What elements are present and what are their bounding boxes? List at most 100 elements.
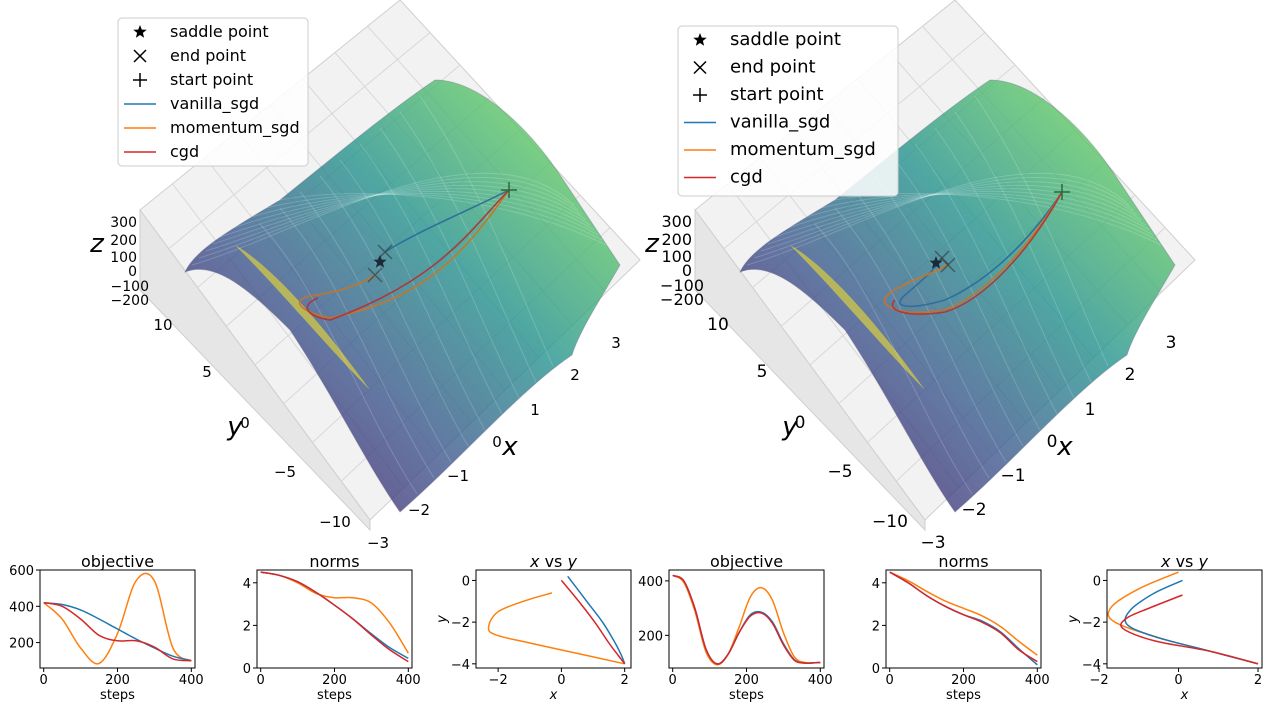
- series-group: [260, 571, 409, 663]
- chart-title: x vs y: [1160, 552, 1208, 571]
- surface-mesh-line: [198, 177, 579, 259]
- end-point-marker: [940, 257, 956, 273]
- series-line-vanilla_sgd: [43, 601, 192, 662]
- legend: saddle point end point start point vanilla_…: [677, 25, 899, 197]
- trajectory-shadow: [306, 189, 510, 321]
- chart-panel-5: 0 200 400 0 2 4 norms steps: [872, 552, 1050, 703]
- x-tick-label: −2: [961, 500, 986, 520]
- x-tick-label: 0: [257, 673, 265, 688]
- x-tick-label: 2: [621, 673, 629, 688]
- surface-mesh-line: [339, 159, 486, 431]
- x-tick-label: −2: [489, 673, 508, 688]
- x-mark-icon: [133, 49, 147, 63]
- trajectory-cgd: [891, 191, 1063, 315]
- trajectory-shadow: [884, 191, 1063, 314]
- y-tick-label: −2: [1082, 616, 1101, 631]
- title-part: y: [1193, 552, 1208, 571]
- x-tick-label: 0: [1174, 673, 1182, 688]
- chart-title: objective: [81, 552, 154, 571]
- chart-panel-4: 0 200 400 200 400 objective steps: [638, 552, 833, 703]
- z-tick-label: 200: [661, 230, 692, 249]
- y-tick-label: 0: [795, 413, 806, 433]
- saddle-point-marker: [373, 255, 387, 268]
- legend-label: saddle point: [730, 29, 841, 50]
- trajectory-vanilla_sgd: [899, 191, 1063, 308]
- y-tick-label: −2: [451, 616, 470, 631]
- y-tick-label: −4: [451, 658, 470, 673]
- y-axis-label: y: [781, 412, 798, 442]
- start-point-marker: [1054, 184, 1070, 200]
- surface-plots: 3210−1−2−31050−5−103002001000−100−200xyz…: [89, 0, 1196, 553]
- x-tick-label: 200: [734, 673, 759, 688]
- legend: saddle point end point start point vanilla_…: [117, 17, 309, 167]
- z-tick-label: 100: [110, 250, 137, 266]
- legend-label: momentum_sgd: [730, 139, 876, 160]
- trajectory-shadow: [299, 189, 510, 319]
- y-tick-label: 5: [757, 362, 768, 382]
- y-tick-label: 2: [243, 619, 251, 634]
- surface-mesh-line: [774, 188, 1146, 238]
- x-axis-label: x: [1056, 432, 1073, 462]
- axes-side-pane: [139, 208, 371, 532]
- series-group: [487, 575, 626, 665]
- x-tick-label: 400: [179, 673, 204, 688]
- z-tick-label: 300: [110, 215, 137, 231]
- y-axis-label: y: [435, 615, 450, 624]
- surface-mesh-line: [259, 223, 418, 495]
- surface-mesh-line: [205, 181, 583, 252]
- surface-mesh-line: [814, 223, 973, 495]
- surface-mesh-line: [359, 143, 503, 415]
- trajectory-cgd: [306, 189, 510, 321]
- y-tick-label: 4: [872, 577, 880, 592]
- legend-label: end point: [170, 46, 246, 65]
- series-line-cgd: [260, 571, 409, 663]
- x-tick-label: 400: [808, 673, 833, 688]
- surface-mesh-line: [240, 193, 603, 241]
- chart-panel-2: 0 200 400 0 2 4 norms steps: [243, 552, 421, 703]
- legend-label: vanilla_sgd: [730, 112, 830, 133]
- saddle-surface: [184, 79, 621, 513]
- x-tick-label: 200: [322, 673, 347, 688]
- chart-title: objective: [710, 552, 783, 571]
- series-line-cgd: [889, 571, 1038, 663]
- y-tick-label: 400: [9, 600, 34, 615]
- y-axis-label: y: [226, 412, 243, 442]
- surface-mesh-line: [247, 193, 607, 246]
- surface-highlight: [235, 245, 370, 390]
- chart-title: norms: [309, 552, 359, 571]
- z-tick-label: −100: [660, 276, 704, 295]
- z-tick-label: 100: [661, 247, 692, 266]
- trajectory-vanilla_sgd: [384, 189, 510, 253]
- surface-mesh-line: [319, 175, 469, 447]
- series-group: [889, 571, 1038, 666]
- series-group: [43, 572, 192, 665]
- title-part: vs: [1171, 552, 1194, 571]
- surface-mesh-line: [753, 177, 1134, 259]
- x-tick-label: 2: [570, 366, 580, 384]
- x-tick-label: −1: [447, 467, 469, 485]
- title-part: vs: [540, 552, 563, 571]
- star-icon: [133, 25, 147, 38]
- surface-mesh-line: [767, 184, 1142, 245]
- surface-mesh-line: [226, 190, 595, 231]
- x-tick-label: 3: [1166, 333, 1177, 353]
- y-tick-label: 4: [243, 577, 251, 592]
- y-tick-label: −10: [319, 513, 351, 531]
- series-line-vanilla_sgd: [567, 575, 626, 665]
- plot-frame: [39, 569, 196, 669]
- x-tick-label: 2: [1125, 365, 1136, 385]
- y-tick-label: 0: [1093, 574, 1101, 589]
- z-tick-label: 300: [661, 212, 692, 231]
- x-tick-label: 0: [557, 673, 565, 688]
- legend-label: cgd: [170, 142, 199, 161]
- x-tick-label: 0: [40, 673, 48, 688]
- y-tick-label: −4: [1082, 658, 1101, 673]
- surface-mesh-line: [788, 192, 1154, 236]
- plot-frame: [256, 569, 413, 669]
- surface-mesh-line: [781, 190, 1150, 231]
- x-tick-label: 0: [492, 433, 502, 451]
- surface-mesh-line: [795, 193, 1158, 241]
- x-tick-label: 1: [1085, 400, 1096, 420]
- legend-label: cgd: [730, 167, 763, 188]
- y-tick-label: 0: [240, 414, 250, 432]
